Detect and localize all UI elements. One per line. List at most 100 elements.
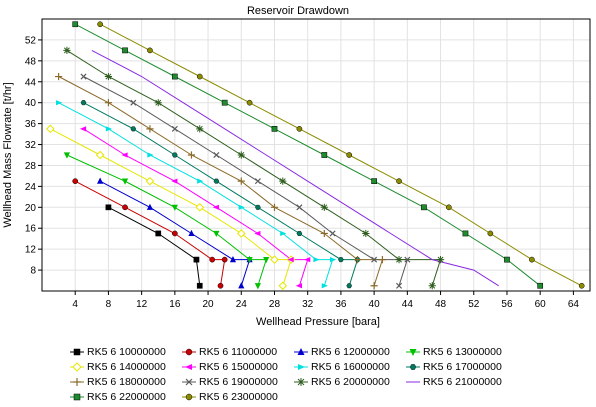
- data-point: [295, 283, 302, 289]
- data-point: [146, 203, 154, 210]
- data-point: [330, 257, 337, 263]
- legend-swatch-marker: [297, 377, 305, 386]
- data-point: [353, 256, 362, 264]
- data-point: [147, 47, 153, 54]
- y-tick-label: 8: [30, 266, 36, 277]
- y-tick-label: 44: [25, 77, 37, 88]
- legend-item: RK5 6 13000000: [406, 344, 518, 359]
- legend-label: RK5 6 11000000: [199, 345, 278, 358]
- data-point: [371, 178, 377, 185]
- data-point: [395, 256, 403, 264]
- data-point: [45, 124, 55, 134]
- x-tick-label: 4: [72, 299, 78, 310]
- data-point: [378, 256, 387, 264]
- y-axis-ticks: 8 12 16 20 24 28 32 36 40 44 48 52: [25, 35, 42, 277]
- data-point: [238, 282, 245, 289]
- x-tick-label: 8: [106, 299, 112, 310]
- legend-swatch: [70, 393, 84, 400]
- data-point: [56, 100, 63, 106]
- legend-swatch-marker: [298, 363, 305, 370]
- x-tick-label: 32: [302, 299, 314, 310]
- series-line-11: [91, 49, 499, 287]
- legend-label: RK5 6 10000000: [87, 345, 166, 358]
- legend-item: RK5 6 14000000: [70, 359, 182, 374]
- x-axis-label: Wellhead Pressure [bara]: [256, 316, 380, 328]
- data-point: [171, 204, 178, 211]
- data-point: [487, 230, 494, 237]
- data-point: [236, 229, 246, 238]
- y-tick-label: 28: [25, 161, 37, 172]
- x-tick-label: 64: [568, 299, 580, 310]
- legend-item: RK5 6 18000000: [70, 374, 182, 389]
- data-point: [122, 47, 128, 54]
- x-tick-label: 12: [136, 299, 148, 310]
- legend-swatch-marker: [73, 348, 81, 355]
- data-point: [396, 282, 403, 289]
- x-tick-label: 28: [269, 299, 281, 310]
- data-point: [280, 230, 287, 237]
- x-tick-label: 24: [236, 299, 248, 310]
- data-point: [296, 204, 303, 211]
- legend-swatch: [182, 348, 196, 355]
- legend-item: RK5 6 17000000: [406, 359, 518, 374]
- legend-label: RK5 6 14000000: [87, 360, 166, 373]
- data-point: [445, 204, 452, 211]
- legend-item: RK5 6 23000000: [182, 389, 294, 404]
- data-point: [196, 282, 203, 289]
- y-tick-label: 24: [25, 182, 37, 193]
- data-point: [421, 204, 427, 211]
- y-tick-label: 52: [25, 35, 37, 46]
- legend-label: RK5 6 12000000: [311, 345, 390, 358]
- x-tick-label: 40: [369, 299, 381, 310]
- data-point: [121, 178, 129, 185]
- data-point: [213, 151, 220, 159]
- data-point: [130, 99, 137, 106]
- legend-swatch: [294, 363, 308, 370]
- legend-swatch-marker: [409, 348, 417, 356]
- data-point: [404, 256, 411, 263]
- x-axis-ticks: 4 8 12 16 20 24 28 32 36 40 44 48 52 56 60 64: [72, 291, 579, 310]
- data-point: [187, 151, 196, 159]
- data-point: [154, 99, 162, 107]
- data-point: [146, 125, 154, 133]
- data-point: [105, 204, 112, 211]
- x-tick-label: 36: [335, 299, 347, 310]
- legend-item: RK5 6 12000000: [294, 344, 406, 359]
- data-point: [462, 230, 469, 237]
- legend-item: RK5 6 11000000: [182, 344, 294, 359]
- series-lines: [50, 23, 582, 287]
- data-point: [504, 256, 510, 263]
- data-point: [237, 151, 245, 159]
- legend-swatch: [182, 378, 196, 385]
- legend-item: RK5 6 22000000: [70, 389, 182, 404]
- x-tick-label: 52: [468, 299, 480, 310]
- data-point: [97, 177, 104, 184]
- data-point: [238, 204, 245, 210]
- data-point: [95, 150, 105, 160]
- data-point: [80, 100, 87, 106]
- legend-swatch-marker: [185, 348, 193, 355]
- data-point: [428, 282, 436, 290]
- legend-label: RK5 6 22000000: [87, 390, 166, 403]
- legend-swatch-marker: [185, 363, 192, 370]
- data-point: [254, 178, 261, 185]
- series-line-10: [66, 49, 442, 286]
- y-tick-label: 32: [25, 140, 37, 151]
- legend-label: RK5 6 17000000: [423, 360, 502, 373]
- data-point: [171, 125, 178, 132]
- legend-item: RK5 6 20000000: [294, 374, 406, 389]
- data-point: [296, 125, 303, 132]
- data-point: [196, 73, 203, 80]
- legend-item: RK5 6 10000000: [70, 344, 182, 359]
- data-point: [195, 203, 205, 212]
- x-tick-label: 48: [435, 299, 447, 310]
- data-point: [271, 125, 278, 132]
- data-point: [370, 282, 378, 290]
- data-point: [329, 230, 336, 237]
- data-point: [72, 21, 79, 28]
- data-point: [122, 204, 128, 211]
- series-line-1: [74, 180, 226, 286]
- data-point: [147, 152, 154, 158]
- data-point: [171, 73, 178, 80]
- legend-swatch-marker: [297, 347, 305, 355]
